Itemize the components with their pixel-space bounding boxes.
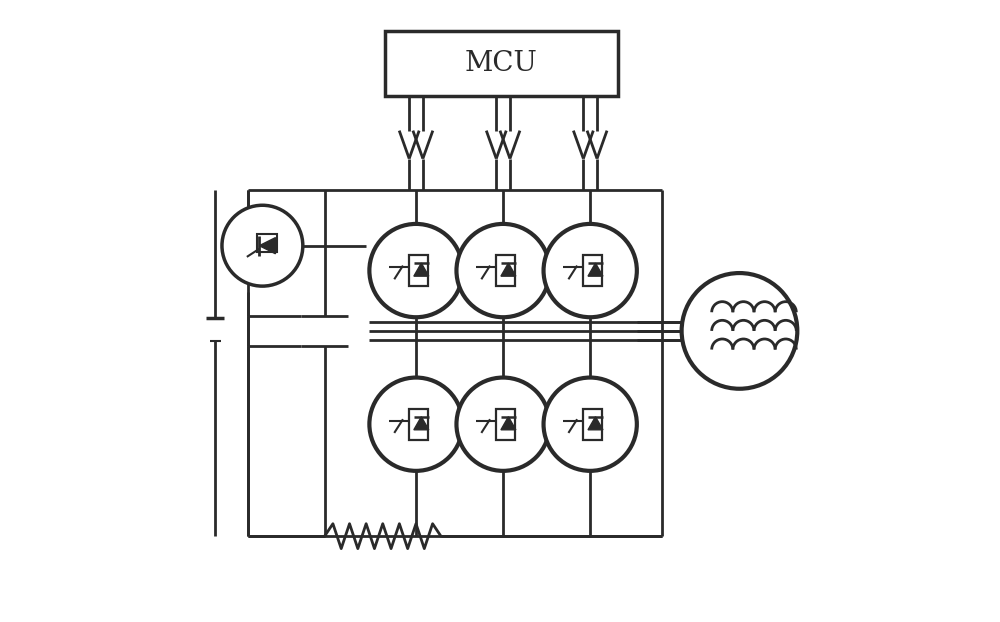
Polygon shape <box>259 238 275 254</box>
Polygon shape <box>588 417 603 430</box>
Polygon shape <box>588 263 603 276</box>
Circle shape <box>369 224 463 317</box>
Bar <box>409 255 428 286</box>
Circle shape <box>222 205 303 286</box>
Polygon shape <box>501 417 516 430</box>
Circle shape <box>682 273 797 389</box>
Bar <box>583 409 602 440</box>
Text: MCU: MCU <box>465 50 538 77</box>
Bar <box>496 409 515 440</box>
Polygon shape <box>414 417 429 430</box>
Circle shape <box>544 378 637 471</box>
Bar <box>583 255 602 286</box>
Bar <box>385 31 618 96</box>
Polygon shape <box>414 263 429 276</box>
Circle shape <box>369 378 463 471</box>
Bar <box>496 255 515 286</box>
Bar <box>257 234 277 252</box>
Bar <box>409 409 428 440</box>
Polygon shape <box>501 263 516 276</box>
Circle shape <box>544 224 637 317</box>
Circle shape <box>456 224 550 317</box>
Circle shape <box>456 378 550 471</box>
